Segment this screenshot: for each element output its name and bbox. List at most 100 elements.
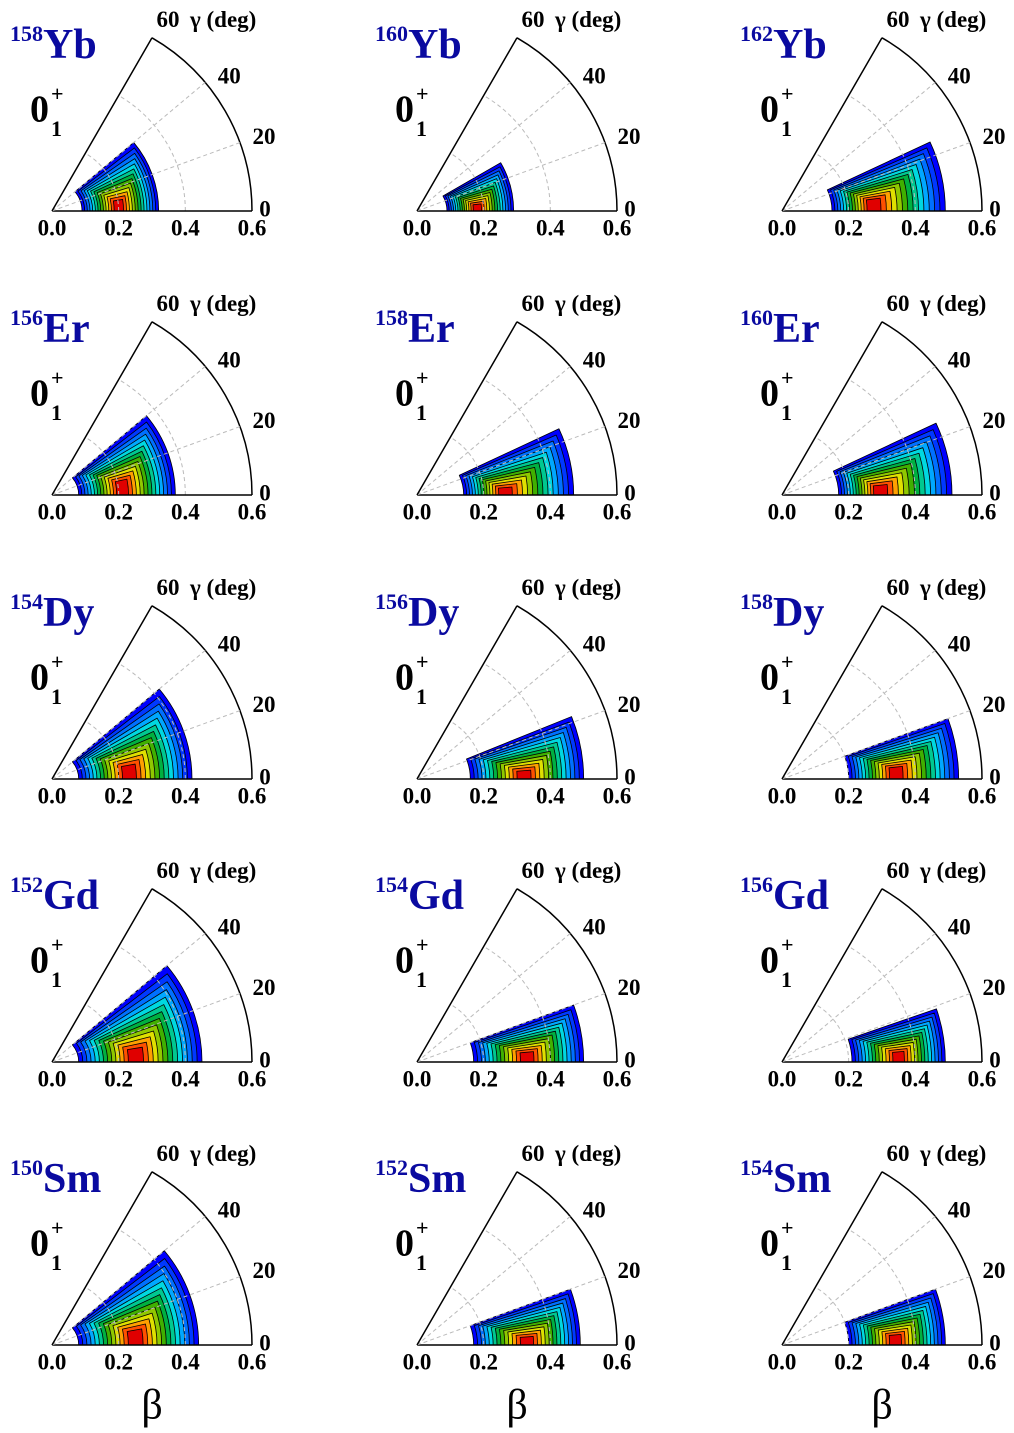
state-base: 0 bbox=[30, 89, 49, 131]
state-sub: 1 bbox=[51, 1250, 62, 1275]
y-tick-label: 60 bbox=[887, 1141, 910, 1166]
grid-ray bbox=[416, 82, 571, 212]
contours bbox=[826, 141, 946, 212]
state-sup: + bbox=[51, 649, 64, 674]
state-label: 0 +1 bbox=[760, 932, 794, 992]
grid-ray bbox=[51, 426, 241, 496]
y-tick-label: 0 bbox=[624, 764, 636, 789]
grid-ray bbox=[51, 993, 241, 1063]
x-tick-label: 0.4 bbox=[171, 1066, 200, 1091]
mass-number: 160 bbox=[375, 21, 408, 46]
x-tick-label: 0.4 bbox=[901, 499, 930, 524]
x-tick-label: 0.0 bbox=[403, 783, 432, 808]
state-sub: 1 bbox=[781, 400, 792, 425]
state-label: 0 +1 bbox=[395, 649, 429, 709]
element: Dy bbox=[773, 590, 824, 636]
y-tick-label: 0 bbox=[259, 196, 271, 221]
outer-arc bbox=[151, 605, 253, 780]
axis-label: γ (deg) bbox=[554, 858, 621, 883]
x-tick-label: 0.4 bbox=[171, 783, 200, 808]
y-tick-label: 60 bbox=[522, 1141, 545, 1166]
state-base: 0 bbox=[760, 373, 779, 415]
state-sub: 1 bbox=[51, 684, 62, 709]
axis-label: γ (deg) bbox=[919, 858, 986, 883]
y-tick-label: 20 bbox=[982, 692, 1005, 717]
y-tick-label: 40 bbox=[218, 1198, 241, 1223]
state-sup: + bbox=[416, 932, 429, 957]
grid-ray bbox=[416, 650, 571, 780]
y-tick-label: 60 bbox=[157, 858, 180, 883]
y-tick-label: 0 bbox=[259, 764, 271, 789]
element: Er bbox=[408, 306, 455, 352]
grid-arc bbox=[450, 1286, 485, 1346]
grid-arc bbox=[815, 1003, 850, 1063]
x-tick-label: 0.6 bbox=[238, 783, 267, 808]
nucleus-label: 154Gd bbox=[375, 872, 464, 919]
y-tick-label: 40 bbox=[948, 632, 971, 657]
x-tick-label: 0.2 bbox=[104, 783, 133, 808]
state-base: 0 bbox=[30, 940, 49, 982]
axis-label: γ (deg) bbox=[189, 291, 256, 316]
grid-arc bbox=[815, 152, 850, 212]
grid-ray bbox=[51, 650, 206, 780]
x-tick-label: 0.4 bbox=[171, 1349, 200, 1374]
y-tick-label: 40 bbox=[583, 64, 606, 89]
grid-ray bbox=[781, 650, 936, 780]
grid-ray bbox=[51, 1276, 241, 1346]
x-axis-label: β bbox=[871, 1383, 892, 1429]
grid-ray bbox=[416, 1276, 606, 1346]
outer-arc bbox=[881, 605, 983, 780]
y-tick-label: 20 bbox=[982, 975, 1005, 1000]
element: Sm bbox=[773, 1156, 831, 1202]
x-tick-label: 0.0 bbox=[768, 783, 797, 808]
nucleus-label: 156Dy bbox=[375, 589, 459, 636]
state-sup: + bbox=[781, 81, 794, 106]
outer-arc bbox=[881, 37, 983, 212]
state-label: 0 +1 bbox=[760, 365, 794, 425]
state-sup: + bbox=[51, 365, 64, 390]
state-sub: 1 bbox=[416, 400, 427, 425]
nucleus-label: 154Sm bbox=[740, 1155, 831, 1202]
mass-number: 160 bbox=[740, 305, 773, 330]
contours bbox=[72, 1250, 200, 1346]
contour-level bbox=[516, 769, 532, 780]
grid-ray bbox=[51, 1216, 206, 1346]
y-tick-label: 60 bbox=[522, 291, 545, 316]
element: Gd bbox=[773, 873, 829, 919]
axis-ray bbox=[51, 605, 153, 780]
x-tick-label: 0.6 bbox=[238, 499, 267, 524]
outer-arc bbox=[516, 888, 618, 1063]
y-tick-label: 20 bbox=[252, 975, 275, 1000]
mass-number: 152 bbox=[10, 872, 43, 897]
grid-arc bbox=[848, 95, 916, 212]
y-tick-label: 20 bbox=[252, 124, 275, 149]
mass-number: 154 bbox=[10, 589, 43, 614]
x-tick-label: 0.6 bbox=[968, 1349, 997, 1374]
contour-level bbox=[112, 199, 124, 212]
element: Sm bbox=[43, 1156, 101, 1202]
y-tick-label: 40 bbox=[218, 915, 241, 940]
axis-label: γ (deg) bbox=[919, 575, 986, 600]
axis-ray bbox=[781, 1171, 883, 1346]
y-tick-label: 40 bbox=[583, 348, 606, 373]
state-sub: 1 bbox=[416, 684, 427, 709]
outer-arc bbox=[516, 37, 618, 212]
axis-label: γ (deg) bbox=[554, 575, 621, 600]
y-tick-label: 0 bbox=[624, 196, 636, 221]
grid-ray bbox=[781, 82, 936, 212]
x-tick-label: 0.2 bbox=[104, 215, 133, 240]
state-base: 0 bbox=[395, 89, 414, 131]
contours bbox=[72, 965, 203, 1063]
grid-arc bbox=[450, 152, 485, 212]
x-tick-label: 0.0 bbox=[38, 499, 67, 524]
grid-arc bbox=[483, 95, 551, 212]
nucleus-label: 158Er bbox=[375, 305, 455, 352]
x-tick-label: 0.2 bbox=[104, 1066, 133, 1091]
y-tick-label: 60 bbox=[157, 1141, 180, 1166]
x-tick-label: 0.6 bbox=[238, 1066, 267, 1091]
y-tick-label: 20 bbox=[617, 692, 640, 717]
grid-ray bbox=[781, 933, 936, 1063]
